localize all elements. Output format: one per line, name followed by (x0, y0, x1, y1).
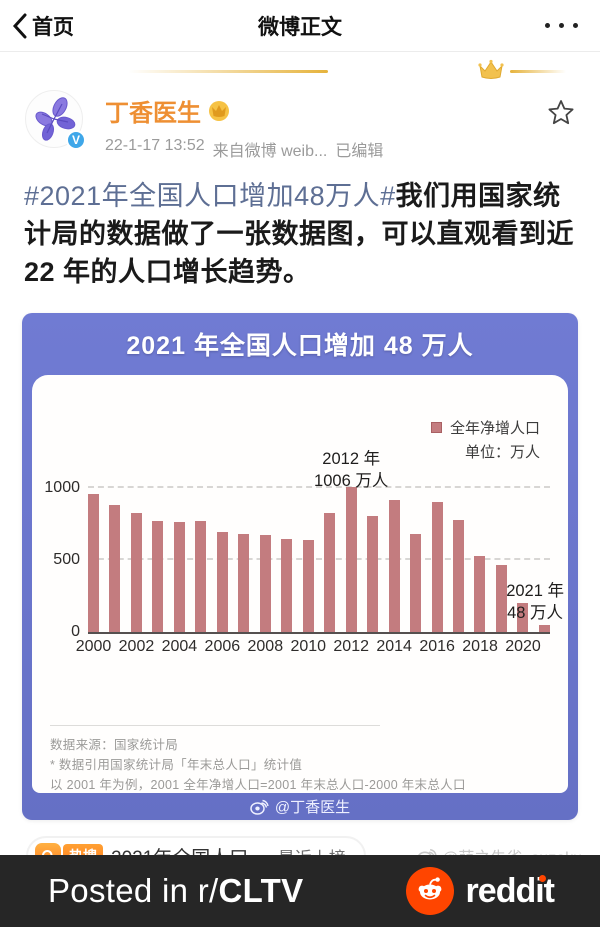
more-menu-button[interactable] (545, 0, 578, 51)
chart-footnotes: 数据来源：国家统计局 * 数据引用国家统计局「年末总人口」统计值 以 2001 … (50, 735, 466, 795)
bar-2014 (388, 500, 400, 632)
chart-title: 2021 年全国人口增加 48 万人 (126, 332, 474, 360)
clove-flower-logo (35, 97, 76, 141)
reddit-wordmark: reddit (465, 871, 555, 910)
bar-2012 (345, 487, 357, 632)
post-source[interactable]: 来自微博 weib... (212, 143, 328, 160)
post-body-text: 我们用国家统计局的数据做了一张数据图，可以直观看到近 22 年的人口增长趋势。 (24, 181, 574, 287)
x-axis-labels: 2000 2002 2004 2006 2008 2010 2012 2014 2016 2018… (76, 638, 550, 660)
reddit-snoo-icon (405, 867, 454, 915)
top-navbar: 首页 微博正文 (0, 0, 600, 52)
bar-2018 (474, 556, 486, 632)
user-row: V 丁香医生 22-1-17 13:52 来自微博 weib... 已编辑 (0, 86, 600, 161)
bar-2021 (538, 625, 550, 632)
back-label: 首页 (32, 15, 74, 39)
crown-icon (476, 58, 506, 87)
gridline-1000 (88, 486, 550, 488)
x-tick-2014: 2014 (376, 638, 412, 655)
post-text: #2021年全国人口增加48万人#我们用国家统计局的数据做了一张数据图，可以直观… (0, 161, 600, 291)
weibo-logo-icon (250, 799, 269, 815)
bar-2020 (517, 603, 529, 632)
page-title: 微博正文 (258, 15, 342, 39)
x-tick-2000: 2000 (75, 638, 112, 655)
chart-legend: 全年净增人口 (430, 417, 540, 438)
bar-2017 (452, 520, 464, 632)
footnote-2: 以 2001 年为例，2001 全年净增人口=2001 年末总人口-2000 年… (50, 778, 466, 792)
star-icon (548, 100, 574, 125)
footnote-1: * 数据引用国家统计局「年末总人口」统计值 (50, 758, 303, 772)
plot-area: 1000 500 0 2000 2002 2004 2006 2008 2010 2012 2… (44, 450, 564, 655)
chart-author-watermark: @丁香医生 (22, 793, 578, 820)
crown-decoration (0, 56, 600, 86)
legend-swatch-icon (430, 422, 442, 433)
unit-label: 单位：万人 (464, 444, 540, 461)
author-name[interactable]: 丁香医生 (105, 100, 201, 127)
bar-2000 (88, 494, 99, 632)
x-tick-2018: 2018 (462, 638, 498, 655)
annotation-2021: 2021 年 48 万人 (506, 582, 564, 622)
user-meta: 丁香医生 22-1-17 13:52 来自微博 weib... 已编辑 (83, 90, 546, 161)
annotation-2012: 2012 年 1006 万人 (314, 450, 389, 490)
reddit-footer-bar: Posted in r/CLTV reddit (0, 855, 600, 927)
subreddit-name: CLTV (218, 872, 304, 909)
post-meta: 22-1-17 13:52 来自微博 weib... 已编辑 (105, 137, 546, 161)
x-tick-2016: 2016 (419, 638, 455, 655)
gridline-500 (88, 558, 550, 560)
bar-2019 (495, 565, 507, 632)
edited-label: 已编辑 (335, 143, 384, 160)
x-tick-2002: 2002 (118, 638, 155, 655)
bar-2013 (367, 516, 379, 632)
bar-2016 (431, 502, 443, 632)
source-note: 数据来源：国家统计局 (50, 738, 179, 752)
posted-in-label: Posted in r/CLTV (48, 872, 304, 909)
gold-line (510, 70, 566, 73)
bar-2008 (259, 535, 271, 632)
x-tick-2020: 2020 (505, 638, 541, 655)
bars (88, 480, 550, 632)
bar-2004 (173, 522, 185, 632)
legend-label: 全年净增人口 (449, 420, 540, 437)
bar-2015 (410, 534, 422, 632)
reddit-logo: reddit (405, 867, 555, 915)
y-tick-1000: 1000 (44, 479, 80, 496)
bar-2003 (152, 521, 164, 632)
membership-badge-icon (209, 100, 229, 121)
bar-2010 (302, 540, 314, 632)
x-tick-2004: 2004 (161, 638, 198, 655)
avatar[interactable]: V (25, 90, 86, 150)
y-tick-0: 0 (71, 623, 80, 640)
x-tick-2006: 2006 (204, 638, 241, 655)
x-tick-2012: 2012 (333, 638, 369, 655)
footnote-divider (50, 725, 380, 726)
bar-2009 (281, 539, 293, 632)
chart-image[interactable]: 2021 年全国人口增加 48 万人 全年净增人口 单位：万人 1000 500… (22, 313, 578, 820)
x-tick-2008: 2008 (247, 638, 284, 655)
avatar-image (25, 90, 83, 148)
bar-2006 (216, 532, 228, 632)
back-chevron-icon (12, 13, 27, 38)
bar-2011 (324, 513, 336, 632)
verified-badge: V (66, 130, 86, 150)
bar-2002 (130, 513, 142, 632)
x-tick-2010: 2010 (290, 638, 327, 655)
bar-2001 (109, 505, 121, 632)
gold-line (128, 70, 328, 73)
chart-panel: 全年净增人口 单位：万人 1000 500 0 2000 2002 2004 2006… (32, 375, 568, 793)
bar-2007 (238, 534, 250, 632)
timestamp: 22-1-17 13:52 (105, 137, 205, 154)
bar-2005 (195, 521, 207, 632)
hashtag-link[interactable]: #2021年全国人口增加48万人# (24, 181, 396, 211)
favorite-star-button[interactable] (546, 90, 576, 133)
y-tick-500: 500 (53, 551, 80, 568)
back-button[interactable]: 首页 (12, 0, 74, 51)
